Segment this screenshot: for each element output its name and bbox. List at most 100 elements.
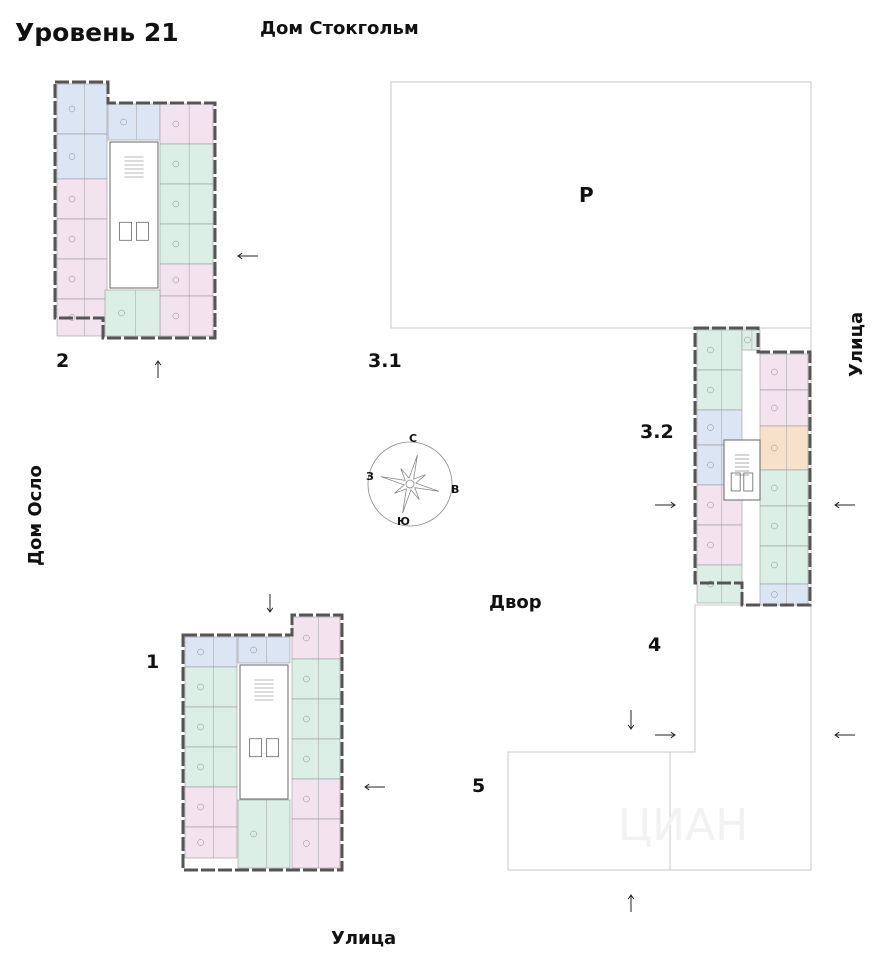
furniture [303,675,310,683]
apartment [291,658,341,700]
apartment [291,778,341,820]
furniture [303,795,310,803]
core [109,141,159,289]
furniture [744,336,751,344]
apartment [159,223,214,265]
exterior-wall [181,613,344,872]
furniture [771,591,778,598]
apartment [759,353,809,391]
section-2-label: 2 [56,350,70,372]
west-neighbor-label: Дом Осло [25,465,46,566]
apartment [237,636,291,664]
level-title: Уровень 21 [15,18,179,47]
section-5-label: 5 [472,775,486,797]
apartment [759,425,809,471]
entrance-arrow-icon [266,594,274,613]
compass-north: С [408,432,418,445]
furniture [68,195,76,203]
apartment [741,329,761,351]
apartment [237,799,291,869]
apartment [696,409,743,446]
furniture [707,386,714,394]
apartment [56,83,108,135]
entrance-arrow-icon [627,894,635,912]
furniture [197,763,204,771]
entrance-arrow-icon [655,731,676,739]
apartment [56,178,108,220]
furniture [303,715,310,723]
furniture [771,404,778,412]
entrance-arrow-icon [627,710,635,730]
furniture [771,444,778,452]
watermark: ЦИАН [618,800,749,851]
furniture [250,646,257,654]
furniture [707,424,714,431]
compass-ring [367,441,453,527]
apartment [184,666,238,708]
furniture [707,346,714,354]
apartment [696,369,743,411]
furniture [172,312,180,320]
street-south-label: Улица [331,928,397,949]
apartment [159,295,214,337]
furniture [771,484,778,492]
furniture [771,368,778,376]
section-1-label: 1 [146,651,160,673]
furniture [303,634,310,642]
entrance-arrow-icon [834,501,855,509]
compass-east: В [451,483,460,496]
furniture [172,276,180,284]
apartment [759,469,809,507]
section-3-1-label: 3.1 [368,350,402,372]
apartment [184,706,238,748]
furniture [707,501,714,509]
apartment [56,258,108,300]
apartment [291,738,341,780]
section-4-label: 4 [648,634,662,656]
furniture [68,105,76,113]
apartment [291,818,341,869]
furniture [172,160,180,168]
apartment [759,505,809,547]
apartment [159,143,214,185]
elevator [743,472,754,492]
apartment [184,826,238,859]
elevator [119,221,132,241]
furniture [197,683,204,691]
apartment [184,746,238,788]
apartment [104,289,161,337]
building-section-2 [53,80,217,340]
furniture [771,561,778,569]
apartment [56,218,108,260]
building-section-3-2 [693,326,812,607]
furniture [707,541,714,549]
furniture [250,830,257,838]
furniture [172,240,180,248]
apartment [759,389,809,427]
compass-west: З [366,470,374,483]
core [723,439,761,501]
apartment [291,616,341,660]
apartment [184,636,238,668]
street-east-label: Улица [846,311,867,377]
elevator [730,472,741,492]
north-neighbor-label: Дом Стокгольм [260,18,419,39]
compass-south: Ю [397,515,410,528]
furniture [172,200,180,208]
compass-rose-icon [380,454,440,514]
exterior-wall [53,80,217,340]
furniture [303,840,310,847]
apartment [56,133,108,180]
entrance-arrow-icon [834,731,855,739]
furniture [197,648,204,656]
courtyard-label: Двор [489,592,542,613]
apartment [759,583,809,606]
elevator [135,221,149,241]
apartment [291,698,341,740]
apartment [159,183,214,225]
furniture [197,839,204,846]
furniture [68,153,76,160]
apartment [159,103,214,145]
furniture [707,461,714,469]
